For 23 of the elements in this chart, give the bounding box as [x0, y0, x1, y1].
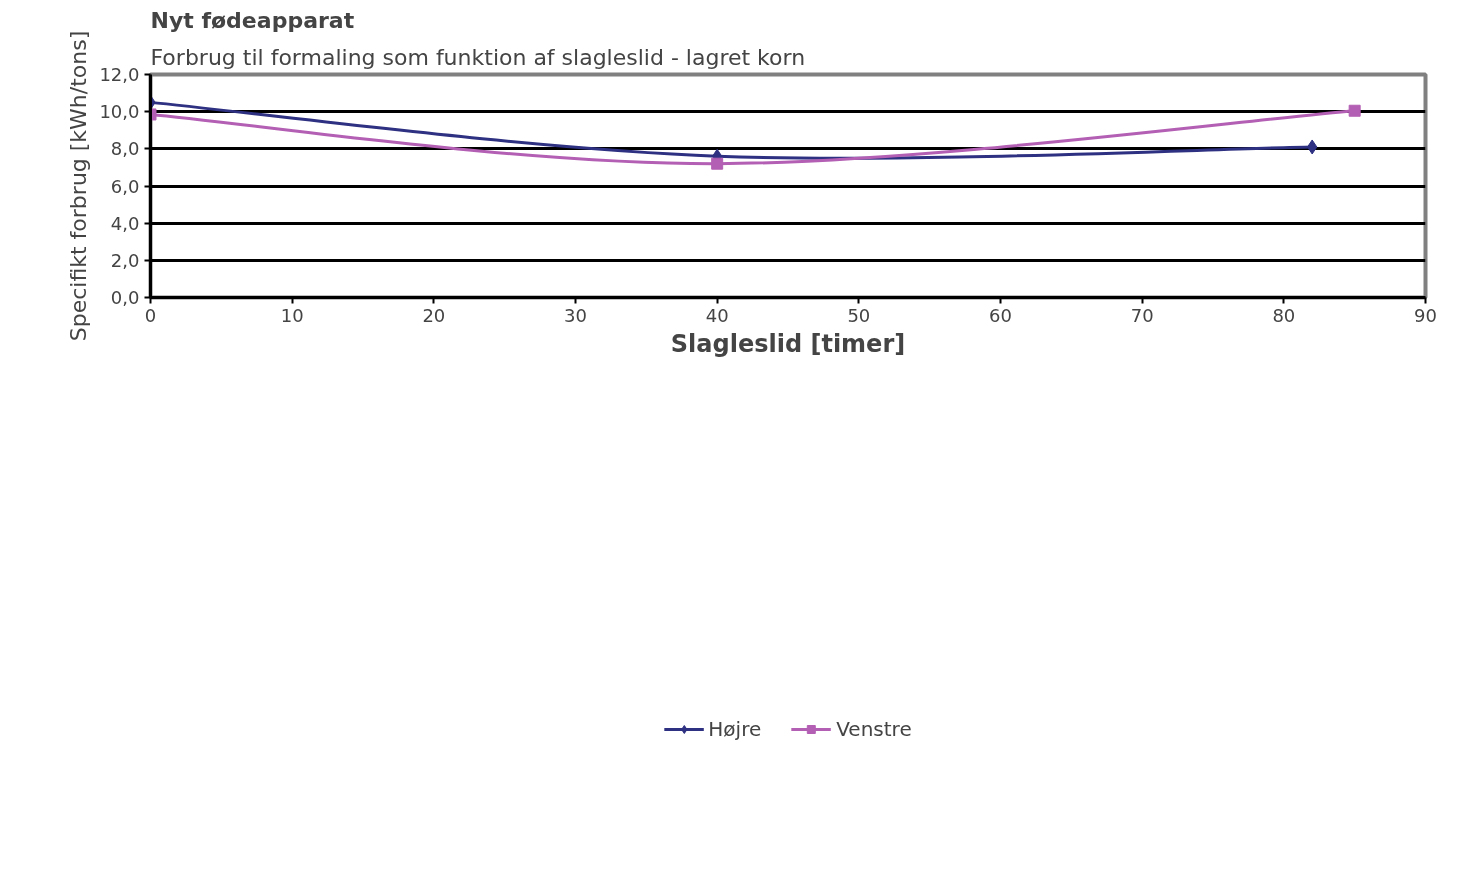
y-tick-label: 12,0: [99, 64, 140, 85]
legend-label: Venstre: [836, 717, 912, 741]
y-tick-label: 6,0: [110, 175, 140, 197]
x-tick-label: 10: [280, 304, 304, 326]
x-tick-label: 90: [1414, 304, 1437, 326]
x-tick-label: 40: [705, 304, 729, 326]
x-tick-label: 50: [847, 304, 871, 326]
chart-title: Nyt fødeapparat: [150, 7, 355, 33]
x-tick-label: 70: [1130, 304, 1154, 326]
chart-subtitle: Forbrug til formaling som funktion af slagleslid - lagret korn: [150, 44, 806, 70]
y-tick-label: 2,0: [110, 249, 140, 271]
x-tick-label: 30: [564, 304, 587, 326]
y-axis-title: Specifikt forbrug [kWh/tons]: [66, 30, 92, 342]
y-tick-label: 4,0: [110, 212, 140, 234]
x-tick-label: 20: [422, 304, 446, 326]
y-tick-label: 10,0: [99, 101, 140, 123]
y-tick-label: 8,0: [110, 138, 140, 160]
x-tick-label: 0: [144, 304, 157, 326]
x-axis-title: Slagleslid [timer]: [670, 329, 906, 358]
y-tick-label: 0,0: [110, 287, 140, 308]
x-tick-label: 80: [1272, 304, 1296, 326]
legend-label: Højre: [708, 717, 762, 741]
x-tick-label: 60: [989, 304, 1012, 326]
